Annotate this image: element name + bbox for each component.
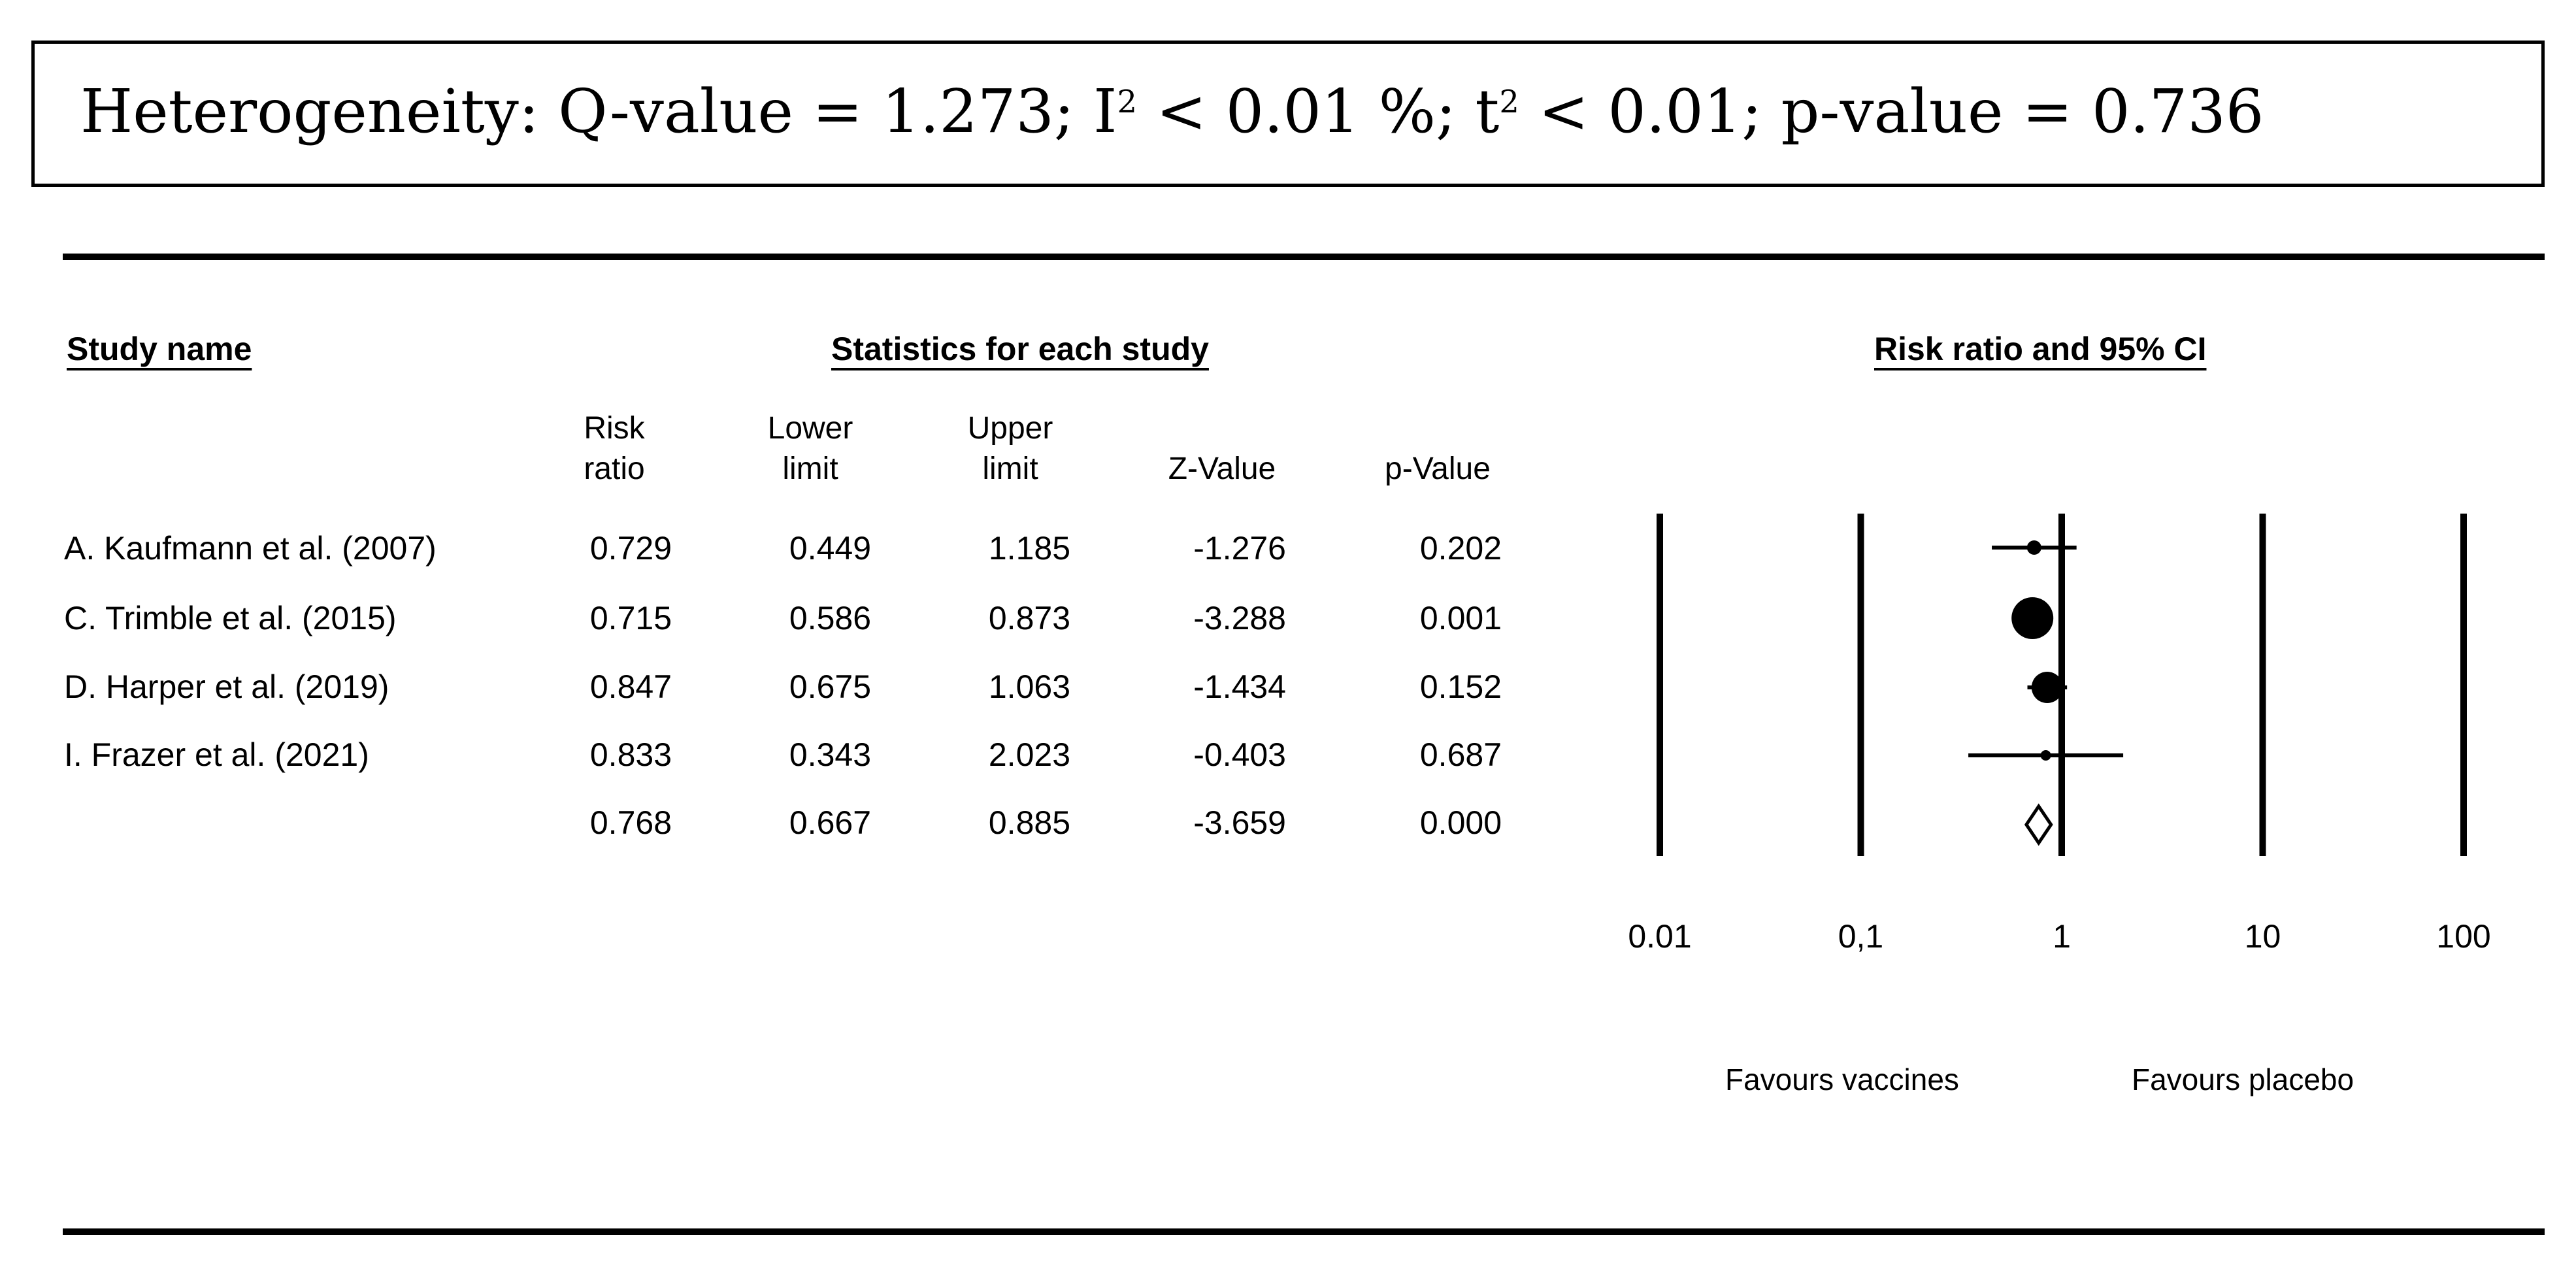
col-header-line1: Risk	[584, 411, 645, 446]
x-tick-label: 10	[2245, 918, 2281, 955]
t2-superscript: 2	[1499, 84, 1519, 120]
p-value-cell: 0.687	[1419, 736, 1502, 773]
statistics-header: Statistics for each study	[831, 331, 1209, 367]
study-name-cell: A. Kaufmann et al. (2007)	[64, 530, 437, 567]
x-tick-label: 0.01	[1628, 918, 1691, 955]
lower-limit-cell: 0.449	[789, 530, 871, 567]
z-value-cell: -1.434	[1193, 668, 1286, 705]
favours-vaccines-label: Favours vaccines	[1725, 1062, 1959, 1096]
col-header-line1: Lower	[767, 411, 853, 446]
het-suffix: < 0.01; p-value = 0.736	[1519, 76, 2264, 146]
x-tick-label: 100	[2436, 918, 2490, 955]
summary-diamond	[2024, 803, 2053, 846]
z-value-cell: -3.288	[1193, 600, 1286, 636]
risk-ratio-cell: 0.768	[589, 804, 672, 841]
col-header-upper-limit: Upper limit	[958, 408, 1063, 489]
col-header-line2: Z-Value	[1168, 452, 1276, 486]
z-value-cell: -0.403	[1193, 736, 1286, 773]
z-value-cell: -3.659	[1193, 804, 1286, 841]
col-header-risk-ratio: Risk ratio	[562, 408, 667, 489]
study-name-cell: D. Harper et al. (2019)	[64, 668, 389, 705]
study-name-cell: I. Frazer et al. (2021)	[64, 736, 369, 773]
col-header-line2: ratio	[584, 452, 645, 486]
point-estimate	[2026, 540, 2041, 555]
p-value-cell: 0.152	[1419, 668, 1502, 705]
col-header-line1: Upper	[967, 411, 1053, 446]
col-header-line2: p-Value	[1385, 452, 1491, 486]
upper-limit-cell: 1.185	[988, 530, 1070, 567]
col-header-line2: limit	[782, 452, 838, 486]
point-estimate	[2040, 750, 2051, 761]
lower-limit-cell: 0.675	[789, 668, 871, 705]
risk-ratio-cell: 0.729	[589, 530, 672, 567]
risk-ratio-cell: 0.833	[589, 736, 672, 773]
top-rule	[63, 254, 2545, 260]
lower-limit-cell: 0.586	[789, 600, 871, 636]
point-estimate	[2031, 672, 2063, 703]
upper-limit-cell: 1.063	[988, 668, 1070, 705]
i2-superscript: 2	[1117, 84, 1138, 120]
study-name-header: Study name	[67, 331, 252, 367]
x-tick-label: 1	[2053, 918, 2071, 955]
x-tick-label: 0,1	[1838, 918, 1884, 955]
bottom-rule	[63, 1228, 2545, 1235]
z-value-cell: -1.276	[1193, 530, 1286, 567]
upper-limit-cell: 2.023	[988, 736, 1070, 773]
study-name-cell: C. Trimble et al. (2015)	[64, 600, 397, 636]
risk-ratio-cell: 0.847	[589, 668, 672, 705]
lower-limit-cell: 0.667	[789, 804, 871, 841]
col-header-z-value: Z-Value	[1150, 408, 1294, 489]
heterogeneity-text: Heterogeneity: Q-value = 1.273; I2 < 0.0…	[80, 76, 2264, 146]
heterogeneity-box: Heterogeneity: Q-value = 1.273; I2 < 0.0…	[31, 41, 2545, 187]
col-header-line2: limit	[982, 452, 1038, 486]
p-value-cell: 0.202	[1419, 530, 1502, 567]
p-value-cell: 0.001	[1419, 600, 1502, 636]
col-header-lower-limit: Lower limit	[758, 408, 863, 489]
upper-limit-cell: 0.873	[988, 600, 1070, 636]
risk-ratio-cell: 0.715	[589, 600, 672, 636]
col-header-p-value: p-Value	[1366, 408, 1510, 489]
point-estimate	[2011, 597, 2054, 639]
het-prefix: Heterogeneity: Q-value = 1.273; I	[80, 76, 1117, 146]
lower-limit-cell: 0.343	[789, 736, 871, 773]
upper-limit-cell: 0.885	[988, 804, 1070, 841]
favours-placebo-label: Favours placebo	[2132, 1062, 2354, 1096]
plot-header: Risk ratio and 95% CI	[1874, 331, 2207, 367]
p-value-cell: 0.000	[1419, 804, 1502, 841]
het-mid: < 0.01 %; t	[1137, 76, 1500, 146]
